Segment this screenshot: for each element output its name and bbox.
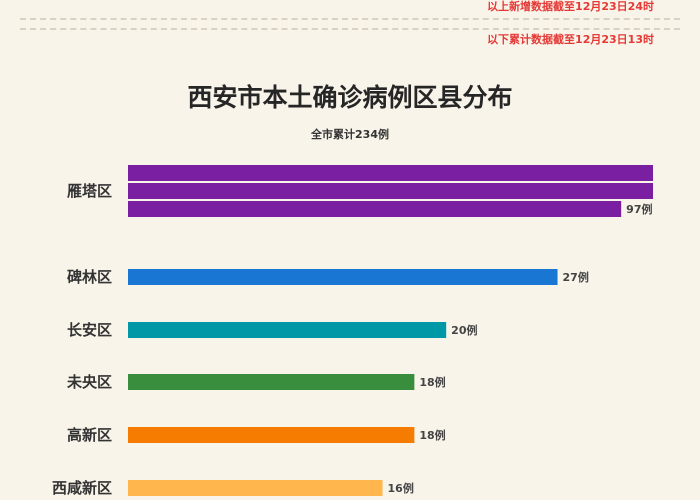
chart-title: 西安市本土确诊病例区县分布	[187, 83, 513, 112]
top-divider	[20, 18, 680, 20]
bar-3	[128, 322, 447, 338]
value-label-2: 27例	[563, 270, 589, 284]
bar-2	[128, 269, 558, 285]
bar-1-segment-3	[128, 201, 622, 217]
bar-1-segment-1	[128, 165, 653, 181]
bar-4	[128, 374, 415, 390]
chart-subtitle: 全市累计234例	[311, 128, 389, 141]
new-data-cutoff-note: 以上新增数据截至12月23日24时	[487, 0, 654, 13]
bar-1-segment-2	[128, 183, 653, 199]
category-label-3: 长安区	[67, 321, 112, 339]
category-label-1: 雁塔区	[67, 182, 112, 200]
value-label-5: 18例	[419, 428, 445, 442]
value-label-6: 16例	[388, 481, 414, 495]
category-label-4: 未央区	[66, 373, 112, 391]
value-label-4: 18例	[419, 375, 445, 389]
cumulative-data-cutoff-note: 以下累计数据截至12月23日13时	[487, 33, 654, 46]
bar-6	[128, 480, 383, 496]
middle-divider	[20, 28, 680, 30]
value-label-3: 20例	[451, 323, 477, 337]
bar-5	[128, 427, 415, 443]
category-label-5: 高新区	[67, 426, 112, 444]
category-label-6: 西咸新区	[52, 479, 112, 497]
value-label-1: 97例	[626, 202, 652, 216]
category-label-2: 碑林区	[67, 268, 112, 286]
